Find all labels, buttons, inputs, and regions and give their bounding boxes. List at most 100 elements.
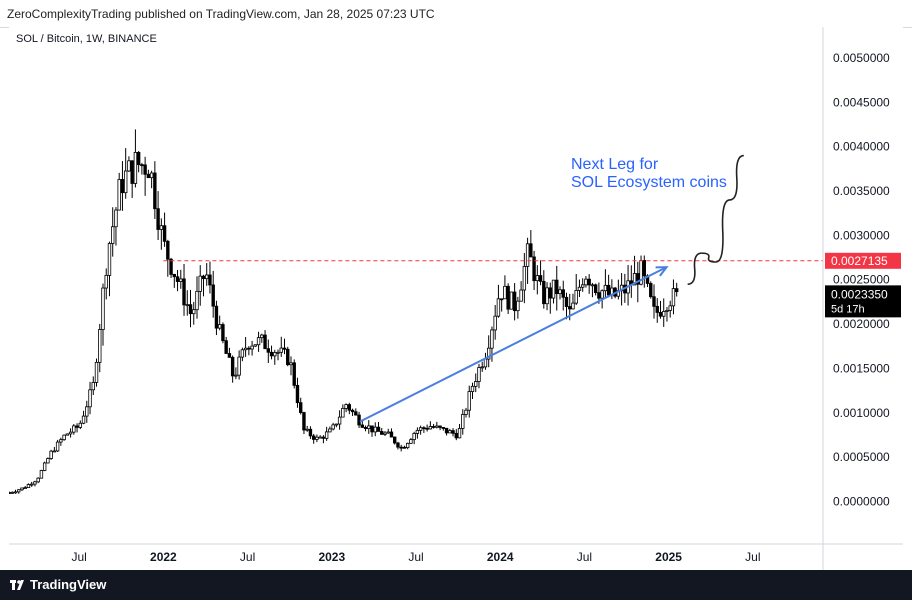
candle — [179, 269, 183, 289]
candle-body — [519, 289, 523, 302]
candle-body — [399, 446, 403, 449]
candle-body — [584, 278, 588, 286]
projection-path — [687, 154, 744, 285]
candle — [217, 315, 222, 331]
candle — [399, 444, 403, 452]
candle-body — [577, 286, 582, 291]
candle — [493, 305, 497, 340]
candle — [665, 307, 669, 322]
candle-body — [344, 404, 348, 409]
candle — [474, 373, 478, 393]
candle-body — [13, 491, 18, 494]
candle — [198, 265, 202, 306]
candle-body — [286, 348, 290, 366]
candle — [318, 435, 322, 439]
candle-body — [159, 225, 164, 230]
candle-body — [590, 284, 595, 287]
candle-body — [234, 374, 238, 377]
candle-body — [117, 179, 121, 211]
candle-body — [571, 302, 575, 310]
candle — [380, 428, 384, 435]
candle-body — [198, 275, 202, 292]
candle — [20, 487, 24, 491]
x-tick-label: 2024 — [487, 550, 514, 564]
candle — [386, 428, 390, 434]
candle-body — [78, 422, 83, 428]
candle — [143, 156, 147, 196]
candle-body — [512, 291, 517, 312]
candle-body — [448, 430, 452, 434]
candle — [376, 422, 381, 432]
publisher-bar: ZeroComplexityTrading published on Tradi… — [0, 0, 912, 28]
candle-body — [308, 428, 313, 437]
candle-body — [250, 345, 254, 350]
candles-layer — [7, 129, 679, 494]
candle — [373, 422, 377, 437]
candle-body — [49, 450, 53, 459]
candle — [642, 255, 646, 288]
candle — [256, 331, 261, 352]
x-tick-label: Jul — [240, 550, 255, 564]
candle-body — [671, 288, 676, 307]
candle-body — [662, 311, 666, 317]
candle — [435, 421, 439, 429]
candle-body — [380, 431, 384, 435]
last-price-badge — [825, 285, 901, 318]
candle-body — [367, 425, 371, 429]
candle-body — [94, 361, 99, 383]
candle — [409, 437, 413, 444]
candle-body — [454, 432, 458, 439]
candle — [658, 300, 663, 319]
candle — [276, 349, 280, 361]
candle-body — [85, 406, 89, 417]
candle — [13, 489, 18, 494]
candle-body — [188, 304, 193, 315]
candle-body — [383, 432, 387, 435]
candle — [480, 361, 484, 372]
candle — [211, 270, 215, 318]
candle-body — [402, 446, 407, 449]
candle-body — [600, 290, 604, 299]
candle — [123, 148, 128, 199]
candle — [337, 410, 342, 430]
candle — [577, 279, 582, 298]
candle-body — [334, 423, 339, 426]
candle-body — [111, 226, 115, 244]
candle — [393, 436, 397, 445]
countdown-label: 5d 17h — [831, 303, 865, 315]
candle-body — [75, 425, 79, 428]
candle — [532, 250, 536, 291]
candle-body — [532, 256, 536, 282]
chart-area[interactable]: 0.0027135 0.0023350 5d 17h Next Leg for SOL … — [7, 27, 903, 570]
candle — [431, 423, 436, 429]
candle — [104, 268, 108, 300]
candle — [49, 449, 53, 460]
candle — [140, 162, 144, 175]
candle-body — [529, 243, 533, 258]
candle-body — [318, 436, 322, 439]
candle — [418, 425, 423, 435]
tradingview-logo-icon — [10, 580, 24, 590]
candle-body — [179, 278, 183, 282]
candle — [347, 402, 352, 415]
candle-body — [435, 425, 439, 428]
candle — [441, 427, 446, 431]
candle-body — [636, 273, 640, 285]
candle — [221, 322, 225, 344]
chart-title: SOL / Bitcoin, 1W, BINANCE — [16, 33, 157, 45]
candle-body — [146, 173, 151, 179]
candle — [269, 345, 274, 360]
candle-body — [470, 385, 475, 392]
candle-body — [101, 287, 105, 330]
candle — [629, 265, 634, 298]
candle — [561, 280, 565, 311]
x-tick-label: 2023 — [318, 550, 345, 564]
footer-bar: TradingView — [0, 570, 912, 600]
candle — [548, 282, 552, 314]
candle-body — [123, 170, 128, 194]
candle-body — [370, 425, 374, 433]
candle — [266, 339, 270, 363]
candle-body — [642, 260, 646, 277]
candle-body — [438, 425, 442, 428]
